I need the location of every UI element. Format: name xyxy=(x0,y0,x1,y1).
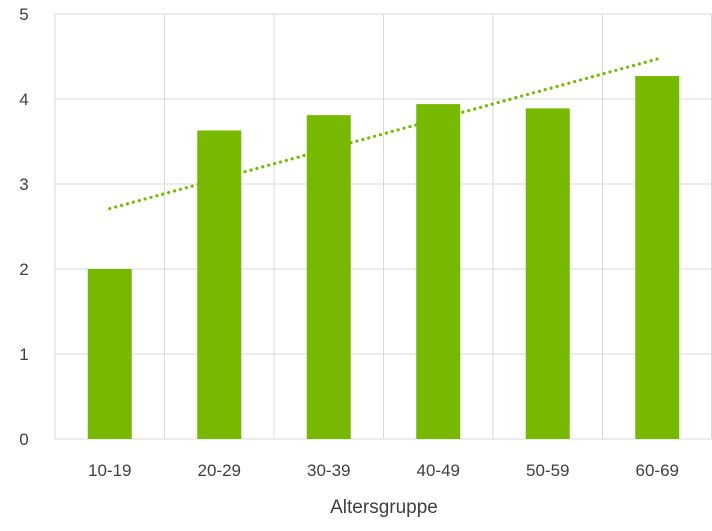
y-tick-label: 3 xyxy=(19,175,28,194)
x-tick-label: 30-39 xyxy=(307,461,350,480)
bar-10-19 xyxy=(87,269,132,439)
x-tick-label: 50-59 xyxy=(526,461,569,480)
bar-50-59 xyxy=(525,108,570,439)
y-tick-label: 5 xyxy=(19,5,28,24)
bar-20-29 xyxy=(197,130,242,439)
x-axis-tick-labels: 10-19 20-29 30-39 40-49 50-59 60-69 xyxy=(88,461,679,480)
y-tick-label: 0 xyxy=(19,430,28,449)
bar-40-49 xyxy=(416,104,461,439)
y-tick-label: 2 xyxy=(19,260,28,279)
y-axis-tick-labels: 0 1 2 3 4 5 xyxy=(19,5,28,449)
y-tick-label: 4 xyxy=(19,90,28,109)
y-tick-label: 1 xyxy=(19,345,28,364)
x-axis-title: Altersgruppe xyxy=(330,497,438,518)
x-tick-label: 10-19 xyxy=(88,461,131,480)
grid-lines xyxy=(54,13,712,440)
x-tick-label: 60-69 xyxy=(636,461,679,480)
bar-30-39 xyxy=(306,115,351,440)
bar-60-69 xyxy=(635,76,680,440)
x-tick-label: 20-29 xyxy=(198,461,241,480)
bars xyxy=(87,76,680,440)
x-tick-label: 40-49 xyxy=(417,461,460,480)
